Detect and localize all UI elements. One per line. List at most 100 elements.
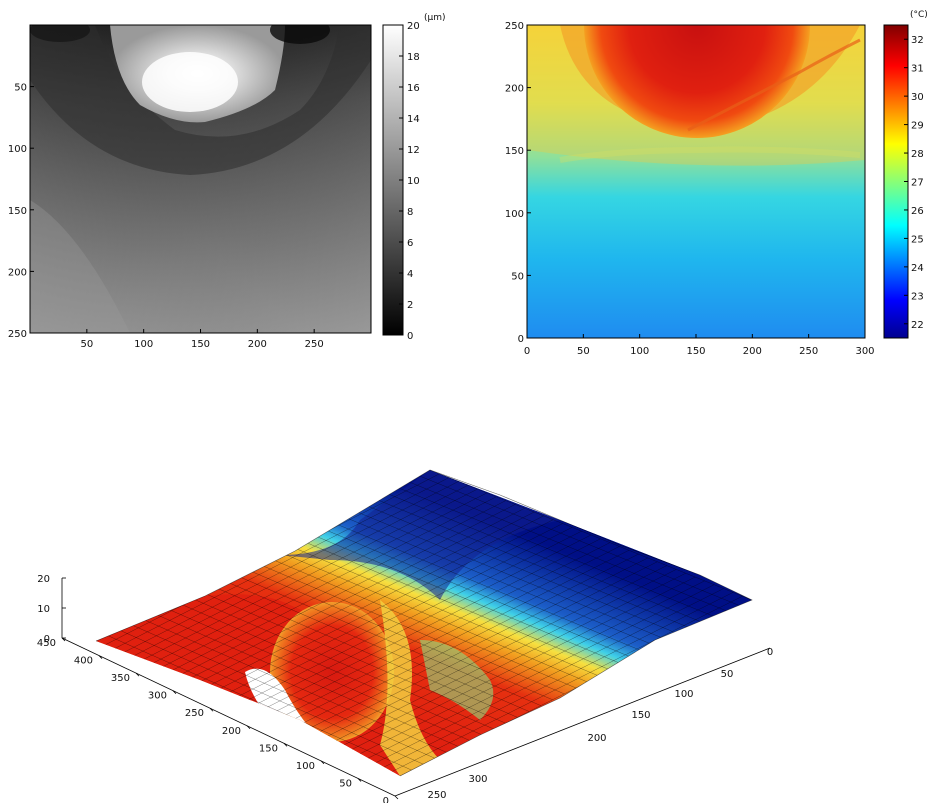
surface-mesh-line: [129, 623, 436, 759]
temperature-colorbar-tick-label: 25: [911, 234, 924, 245]
height-units-label: (μm): [424, 13, 446, 23]
surface-left-tick-mark: [172, 690, 177, 694]
temperature-x-tick-label: 250: [799, 346, 818, 357]
temperature-y-tick-label: 250: [505, 21, 524, 32]
surface-mesh-line: [374, 498, 694, 630]
surface-z-tick-label: 10: [37, 604, 50, 615]
surface-right-tick-label: 50: [721, 669, 734, 680]
surface-left-axis: [61, 637, 396, 797]
height-y-tick-label: 150: [8, 206, 27, 217]
temperature-colorbar-tick-label: 27: [911, 178, 924, 189]
temperature-map-image: [527, 25, 865, 338]
temperature-colorbar-ticks: 22 23 24 25 26 27 28 29 30 31 32: [904, 35, 924, 331]
temperature-colorbar-tick-label: 32: [911, 35, 924, 46]
surface-mesh-line: [340, 515, 659, 648]
surface-mesh-line: [240, 566, 553, 700]
surface-left-tick-mark: [320, 760, 325, 765]
temperature-colorbar-tick-label: 23: [911, 291, 924, 302]
surface-left-tick-label: 250: [185, 708, 204, 719]
surface-mesh-line: [140, 617, 448, 753]
temperature-x-tick-label: 300: [855, 346, 874, 357]
surface-right-ticks: 0 50 100 150 200 250 300: [427, 647, 773, 801]
surface-left-tick-label: 300: [148, 691, 167, 702]
temperature-y-tick-label: 200: [505, 84, 524, 95]
height-map-x-axis: 50 100 150 200 250: [80, 329, 324, 350]
surface-mesh-line: [418, 475, 741, 607]
surface-mesh-line: [151, 612, 459, 747]
height-colorbar-tick-label: 16: [407, 83, 420, 94]
surface-z-ticks: 0 10 20: [37, 574, 66, 645]
height-map-y-axis: 50 100 150 200 250: [8, 83, 34, 340]
surface-mesh-line: [162, 606, 471, 742]
temperature-x-tick-label: 50: [577, 346, 590, 357]
surface-outline: [95, 469, 753, 777]
height-colorbar-tick-label: 6: [407, 238, 413, 249]
surface-mesh-line: [218, 578, 530, 712]
surface-left-tick-label: 450: [37, 638, 56, 649]
surface-left-tick-mark: [135, 672, 140, 677]
surface-right-tick-label: 100: [674, 689, 693, 700]
surface-mesh-line: [118, 629, 424, 765]
surface-mesh-line: [207, 583, 518, 718]
surface-left-tick-label: 350: [111, 673, 130, 684]
height-y-tick-label: 200: [8, 267, 27, 278]
temperature-x-tick-label: 100: [630, 346, 649, 357]
surface-mesh-line: [307, 532, 624, 665]
temperature-colorbar-tick-label: 22: [911, 320, 924, 331]
height-colorbar-tick-label: 20: [407, 21, 420, 32]
surface-mesh-line: [351, 509, 670, 642]
temperature-units-label: (°C): [910, 10, 928, 20]
surface-left-tick-label: 150: [259, 743, 278, 754]
surface-left-tick-label: 100: [296, 761, 315, 772]
surface-mesh-line: [396, 486, 717, 618]
surface-left-tick-mark: [61, 637, 66, 642]
height-x-tick-label: 100: [134, 339, 153, 350]
height-y-tick-label: 250: [8, 329, 27, 340]
surface-right-tick-label: 0: [767, 647, 773, 658]
temperature-y-tick-label: 50: [511, 271, 524, 282]
temperature-colorbar-tick-label: 26: [911, 206, 924, 217]
surface-mesh-line: [363, 503, 682, 636]
temperature-y-tick-label: 100: [505, 209, 524, 220]
surface-left-tick-mark: [394, 795, 399, 800]
surface-left-tick-label: 400: [74, 656, 93, 667]
height-colorbar-tick-label: 14: [407, 114, 420, 125]
surface-z-tick-label: 20: [37, 574, 50, 585]
surface-left-tick-mark: [209, 707, 214, 712]
surface-left-tick-label: 200: [222, 726, 241, 737]
surface-right-tick-label: 300: [468, 774, 487, 785]
height-colorbar-tick-label: 4: [407, 269, 413, 280]
height-colorbar-ticks: 0 2 4 6 8 10 12 14 16 18 20: [399, 21, 420, 342]
surface-mesh-line: [407, 481, 729, 612]
temperature-colorbar-tick-label: 24: [911, 263, 924, 274]
height-colorbar-tick-label: 18: [407, 52, 420, 63]
surface-mesh-line: [107, 635, 412, 771]
surface-mesh-line: [251, 560, 565, 695]
surface-left-tick-label: 0: [383, 796, 389, 803]
surface-plot: 0 10 20 0 50 100 150 200 250 300 350 400 450 0 50 100…: [37, 469, 773, 803]
surface-mesh-line: [285, 543, 600, 677]
height-map-image: [30, 25, 371, 333]
surface-mesh-line: [329, 521, 647, 654]
temperature-colorbar-tick-label: 31: [911, 64, 924, 75]
surface-right-axis: [394, 647, 771, 797]
temperature-y-tick-label: 150: [505, 146, 524, 157]
surface-left-tick-mark: [98, 655, 103, 659]
height-y-tick-label: 50: [14, 83, 27, 94]
surface-left-tick-mark: [246, 725, 251, 730]
surface-mesh-line: [173, 600, 483, 736]
surface-right-tick-label: 150: [631, 710, 650, 721]
temperature-colorbar-tick-label: 30: [911, 92, 924, 103]
surface-mesh-line: [385, 492, 706, 624]
surface-mesh-line: [229, 572, 541, 706]
surface-left-ticks: 0 50 100 150 200 250 300 350 400 450: [37, 637, 399, 803]
temperature-map-y-axis: 0 50 100 150 200 250: [505, 21, 531, 345]
surface-mesh-line: [196, 589, 506, 724]
surface-z-tick-label: 0: [44, 634, 50, 645]
temperature-x-tick-label: 200: [743, 346, 762, 357]
temperature-x-tick-label: 0: [524, 346, 530, 357]
height-colorbar-tick-label: 0: [407, 331, 413, 342]
surface-mesh-line: [318, 526, 635, 659]
